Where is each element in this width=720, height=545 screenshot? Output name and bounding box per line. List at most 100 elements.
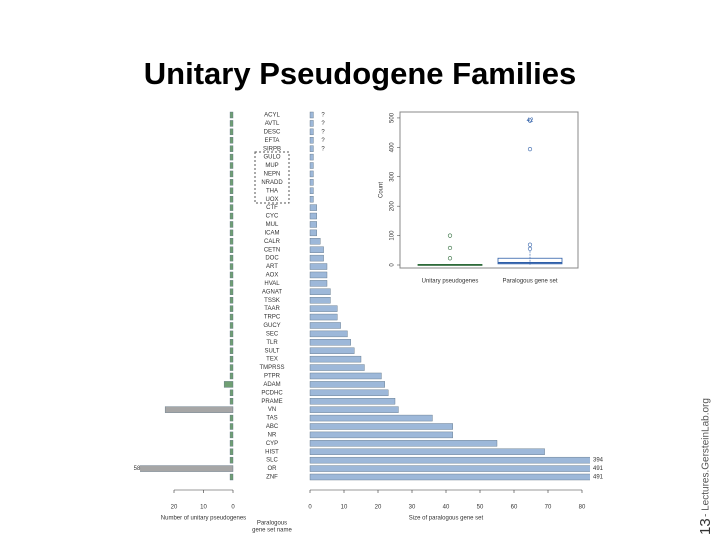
x-tick-label: 10 (200, 505, 207, 511)
bar (229, 195, 234, 203)
gene-family-name: TEX (266, 357, 278, 363)
bar (309, 389, 389, 397)
bar (229, 372, 234, 380)
bar (309, 456, 590, 464)
gene-family-name: ART (266, 264, 278, 270)
footer: 13 - Lectures.GersteinLab.org (697, 398, 714, 535)
bar (229, 330, 234, 338)
annotation: 42 (527, 118, 534, 124)
bar (229, 347, 234, 354)
bar (229, 204, 234, 211)
bar (229, 221, 234, 228)
bar-group (140, 111, 234, 481)
bar (309, 212, 318, 220)
gene-family-name: TLR (266, 340, 278, 346)
outlier (527, 246, 533, 251)
bar (229, 280, 234, 287)
gene-family-name: CALR (264, 239, 281, 245)
bar (309, 364, 365, 371)
outlier (527, 118, 533, 123)
bar (309, 254, 324, 262)
bar (229, 212, 234, 220)
bar (229, 389, 234, 397)
bar (309, 153, 314, 161)
y-tick-label: 200 (390, 201, 396, 212)
x-axis-title: Number of unitary pseudogenes (161, 516, 246, 522)
gene-family-name: ADAM (263, 382, 280, 388)
bar (229, 288, 234, 295)
value-label: ? (321, 113, 325, 119)
bar (229, 297, 234, 304)
value-label: ? (321, 121, 325, 127)
gene-family-name: ACYL (264, 113, 280, 119)
x-tick-label: 80 (579, 505, 586, 511)
gene-family-name: NR (268, 432, 277, 438)
gene-family-name: MUP (265, 163, 278, 169)
bar (229, 170, 234, 178)
bar (309, 187, 314, 194)
bar (229, 355, 234, 363)
bar (229, 448, 234, 455)
gene-family-name: CYP (266, 441, 278, 447)
bar (309, 204, 318, 211)
bar (309, 221, 318, 228)
gene-family-name: CYC (266, 214, 279, 220)
bar (229, 423, 234, 430)
box (497, 257, 563, 265)
bar (229, 398, 234, 405)
gene-family-name: NRADD (261, 180, 283, 186)
value-label: 491 (593, 475, 604, 481)
bar (229, 153, 234, 161)
footer-text: - Lectures.GersteinLab.org (701, 398, 712, 517)
outlier (527, 242, 533, 247)
bar (309, 381, 386, 388)
bar (309, 238, 321, 245)
bar (309, 423, 454, 430)
y-tick-label: 100 (390, 230, 396, 241)
bar (309, 170, 314, 178)
bar (223, 381, 234, 388)
outlier (527, 147, 533, 152)
bar (229, 339, 234, 346)
x-tick-label: Unitary pseudogenes (422, 279, 479, 285)
bar (309, 137, 314, 144)
bar (309, 431, 454, 439)
gene-family-name: PTPR (264, 374, 281, 380)
bar (309, 339, 351, 346)
bar (309, 288, 331, 295)
bar (309, 195, 314, 203)
outlier (447, 245, 453, 251)
x-axis-title: Size of paralogous gene set (409, 516, 484, 522)
bar (229, 263, 234, 270)
bar (309, 111, 314, 119)
x-tick-label: 70 (545, 505, 552, 511)
bar (229, 187, 234, 194)
bar (309, 128, 314, 136)
gene-family-name: SLC (266, 458, 278, 464)
bar (229, 305, 234, 312)
bar (229, 246, 234, 253)
bar (229, 456, 234, 464)
y-axis-title: Count (379, 182, 385, 198)
bar (309, 372, 382, 380)
gene-family-name: VN (268, 407, 276, 413)
gene-family-name: GUCY (263, 323, 280, 329)
gene-family-name: TMPRSS (259, 365, 284, 371)
bar (229, 414, 234, 422)
bar (309, 414, 433, 422)
gene-family-name: ZNF (266, 475, 278, 481)
gene-family-name: SEC (266, 331, 279, 337)
gene-family-name: THA (266, 188, 278, 194)
gene-family-name: TRPC (264, 315, 281, 321)
gene-family-name: AOX (266, 273, 279, 279)
bar (309, 280, 328, 287)
outlier (447, 256, 453, 261)
bar (229, 322, 234, 329)
bar (229, 137, 234, 144)
gene-family-name: DESC (264, 129, 281, 135)
bar (309, 305, 338, 312)
bar (309, 473, 590, 481)
gene-family-name: OR (268, 466, 278, 472)
gene-family-name: TAS (266, 416, 277, 422)
x-tick-label: 20 (171, 505, 178, 511)
